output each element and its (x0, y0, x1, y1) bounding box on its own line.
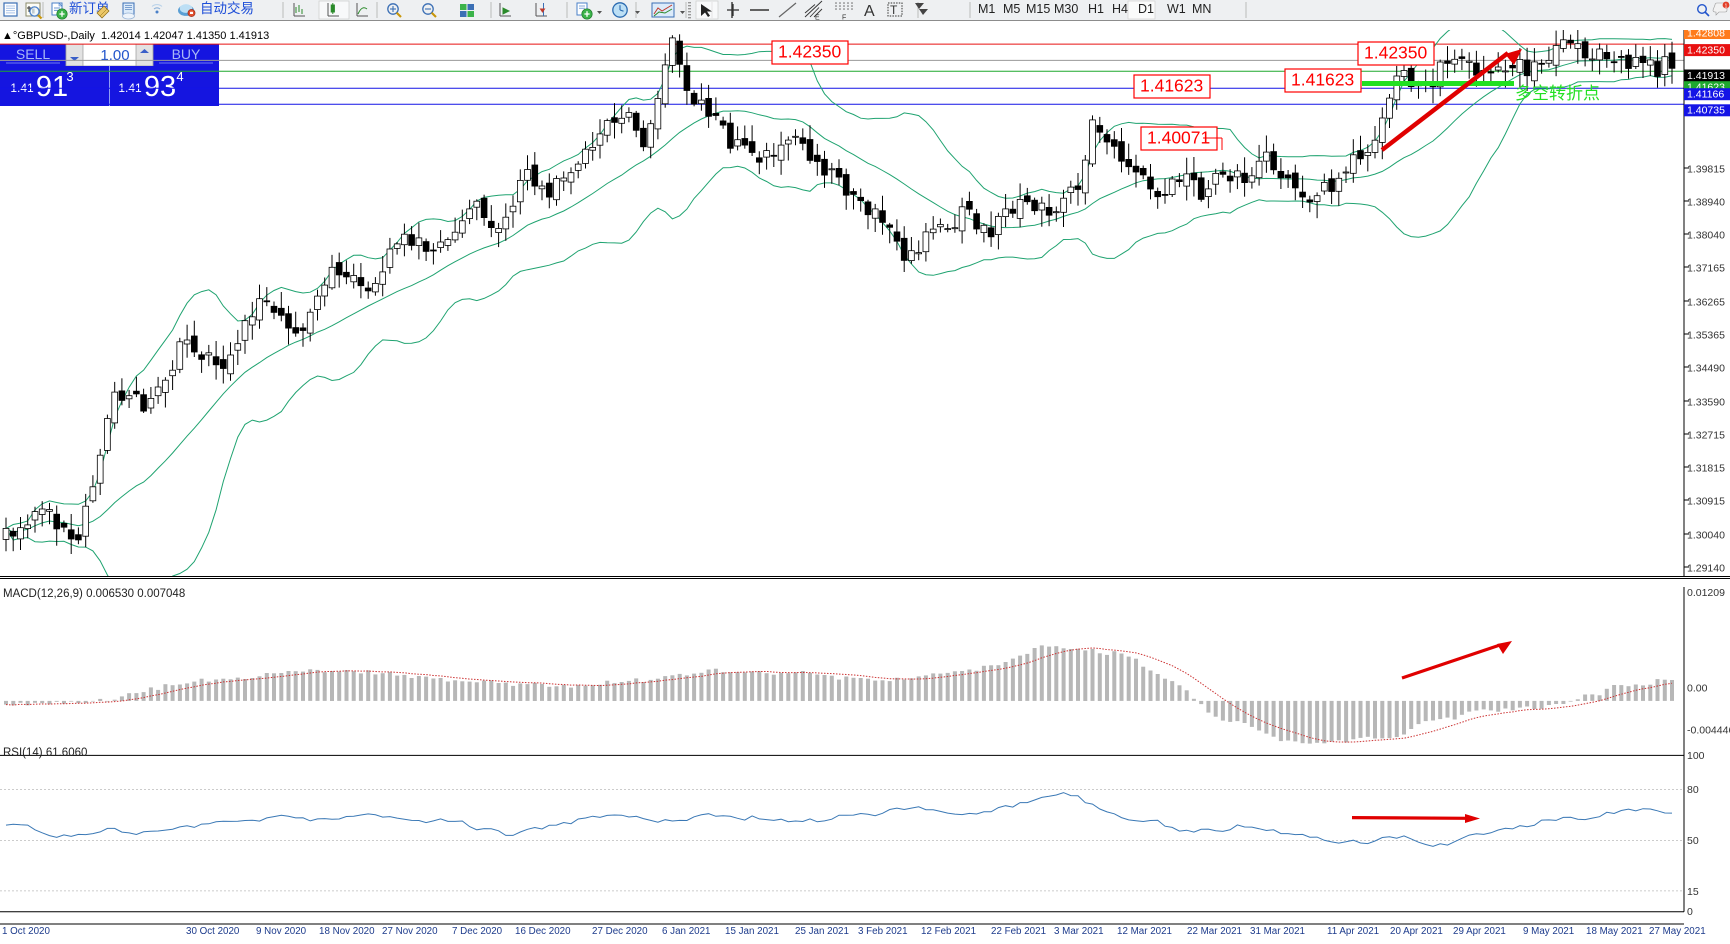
svg-text:1.34490: 1.34490 (1687, 363, 1725, 375)
svg-text:M1: M1 (978, 2, 995, 16)
svg-text:1.42350: 1.42350 (1687, 44, 1725, 56)
svg-text:自动交易: 自动交易 (200, 0, 254, 16)
svg-text:0.01209: 0.01209 (1687, 587, 1725, 599)
svg-text:H1: H1 (1088, 2, 1104, 16)
svg-text:M30: M30 (1054, 2, 1078, 16)
svg-text:多空转折点: 多空转折点 (1515, 84, 1600, 103)
svg-text:MACD(12,26,9) 0.006530 0.00704: MACD(12,26,9) 0.006530 0.007048 (3, 588, 185, 600)
svg-text:D1: D1 (1138, 2, 1154, 16)
svg-text:1: 1 (1725, 3, 1728, 9)
svg-text:1.35365: 1.35365 (1687, 330, 1725, 342)
svg-text:1.36265: 1.36265 (1687, 297, 1725, 309)
svg-text:T: T (890, 3, 898, 17)
svg-text:1.31815: 1.31815 (1687, 463, 1725, 475)
svg-text:1.42350: 1.42350 (778, 42, 842, 62)
svg-text:1.30040: 1.30040 (1687, 530, 1725, 542)
svg-text:A: A (864, 3, 875, 20)
svg-text:-0.004446: -0.004446 (1687, 725, 1730, 737)
svg-text:1.42350: 1.42350 (1364, 43, 1428, 63)
svg-text:1.29140: 1.29140 (1687, 563, 1725, 575)
svg-text:F: F (842, 15, 846, 21)
svg-text:1.32715: 1.32715 (1687, 430, 1725, 442)
svg-text:0: 0 (1687, 906, 1693, 918)
svg-text:1.41913: 1.41913 (1687, 70, 1725, 82)
svg-text:1.38040: 1.38040 (1687, 230, 1725, 242)
svg-text:0.00: 0.00 (1687, 683, 1708, 695)
svg-text:1.40735: 1.40735 (1687, 105, 1725, 117)
svg-text:RSI(14) 61.6060: RSI(14) 61.6060 (3, 747, 87, 759)
svg-text:1.41623: 1.41623 (1291, 70, 1354, 90)
svg-text:100: 100 (1687, 750, 1705, 762)
svg-text:1.40071: 1.40071 (1147, 128, 1210, 148)
svg-text:1.33590: 1.33590 (1687, 397, 1725, 409)
svg-text:M5: M5 (1003, 2, 1020, 16)
svg-text:1.37165: 1.37165 (1687, 263, 1725, 275)
svg-text:1.41166: 1.41166 (1687, 89, 1724, 101)
svg-text:80: 80 (1687, 784, 1699, 796)
svg-text:E: E (815, 15, 820, 21)
svg-text:15: 15 (1687, 886, 1699, 898)
svg-text:1.38940: 1.38940 (1687, 197, 1725, 209)
svg-text:MN: MN (1192, 2, 1211, 16)
svg-text:50: 50 (1687, 835, 1699, 847)
svg-text:W1: W1 (1167, 2, 1186, 16)
svg-text:1.39815: 1.39815 (1687, 164, 1725, 176)
svg-text:H4: H4 (1112, 2, 1128, 16)
svg-text:M15: M15 (1026, 2, 1050, 16)
svg-text:1.30915: 1.30915 (1687, 496, 1725, 508)
svg-text:1.41623: 1.41623 (1140, 76, 1203, 96)
